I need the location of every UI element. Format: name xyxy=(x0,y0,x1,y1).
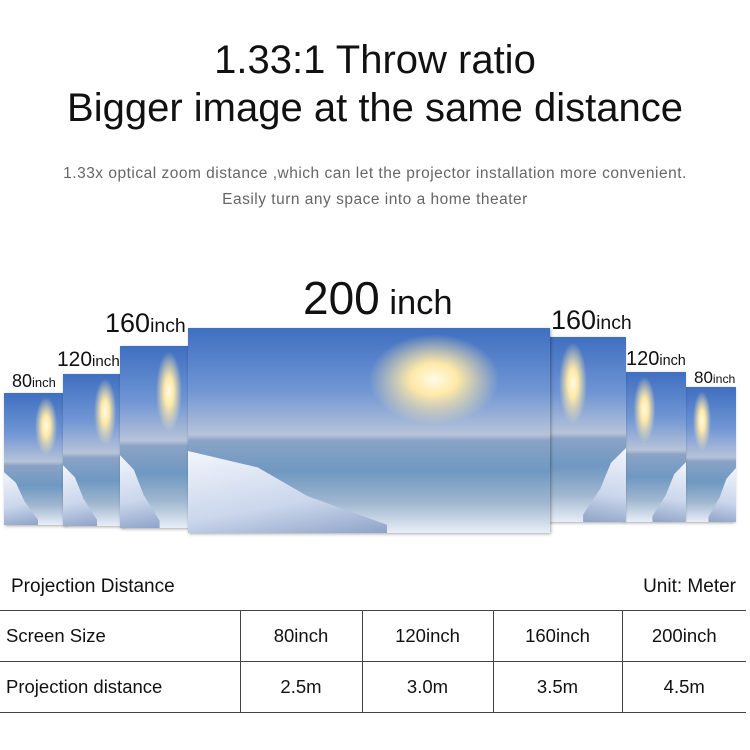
label-120-right: 120inch xyxy=(626,348,686,370)
table-row: Screen Size 80inch 120inch 160inch 200in… xyxy=(0,610,746,662)
label-80-left: 80inch xyxy=(12,371,56,391)
table-cell: 200inch xyxy=(621,610,746,662)
projection-table: Screen Size 80inch 120inch 160inch 200in… xyxy=(0,610,746,713)
label-160-left: 160inch xyxy=(105,308,186,338)
table-row: Projection distance 2.5m 3.0m 3.5m 4.5m xyxy=(0,661,746,713)
label-120-left: 120inch xyxy=(57,348,120,371)
label-160-right: 160inch xyxy=(551,305,632,335)
row-header: Screen Size xyxy=(0,610,241,662)
screen-image-120-right xyxy=(625,372,686,522)
screen-image-80-left xyxy=(4,393,66,525)
screen-image-160-right xyxy=(548,337,626,522)
subtitle-line-2: Easily turn any space into a home theate… xyxy=(222,191,528,208)
screen-image-200 xyxy=(188,328,550,533)
screen-image-120-left xyxy=(63,374,125,526)
table-cell: 3.0m xyxy=(361,661,494,713)
table-cell: 4.5m xyxy=(621,661,746,713)
label-80-right: 80inch xyxy=(694,368,736,387)
table-caption: Projection Distance xyxy=(11,576,175,597)
table-cell: 80inch xyxy=(239,610,363,662)
table-cell: 120inch xyxy=(361,610,494,662)
row-header: Projection distance xyxy=(0,661,241,713)
screen-image-160-left xyxy=(120,346,192,528)
table-cell: 2.5m xyxy=(239,661,363,713)
screen-image-80-right xyxy=(686,387,736,522)
subtitle-line-1: 1.33x optical zoom distance ,which can l… xyxy=(63,165,687,182)
table-cell: 3.5m xyxy=(492,661,623,713)
label-200: 200 inch xyxy=(303,272,453,324)
heading-line-2: Bigger image at the same distance xyxy=(67,86,683,130)
table-cell: 160inch xyxy=(492,610,623,662)
table-unit: Unit: Meter xyxy=(643,576,736,597)
heading-line-1: 1.33:1 Throw ratio xyxy=(214,38,536,82)
